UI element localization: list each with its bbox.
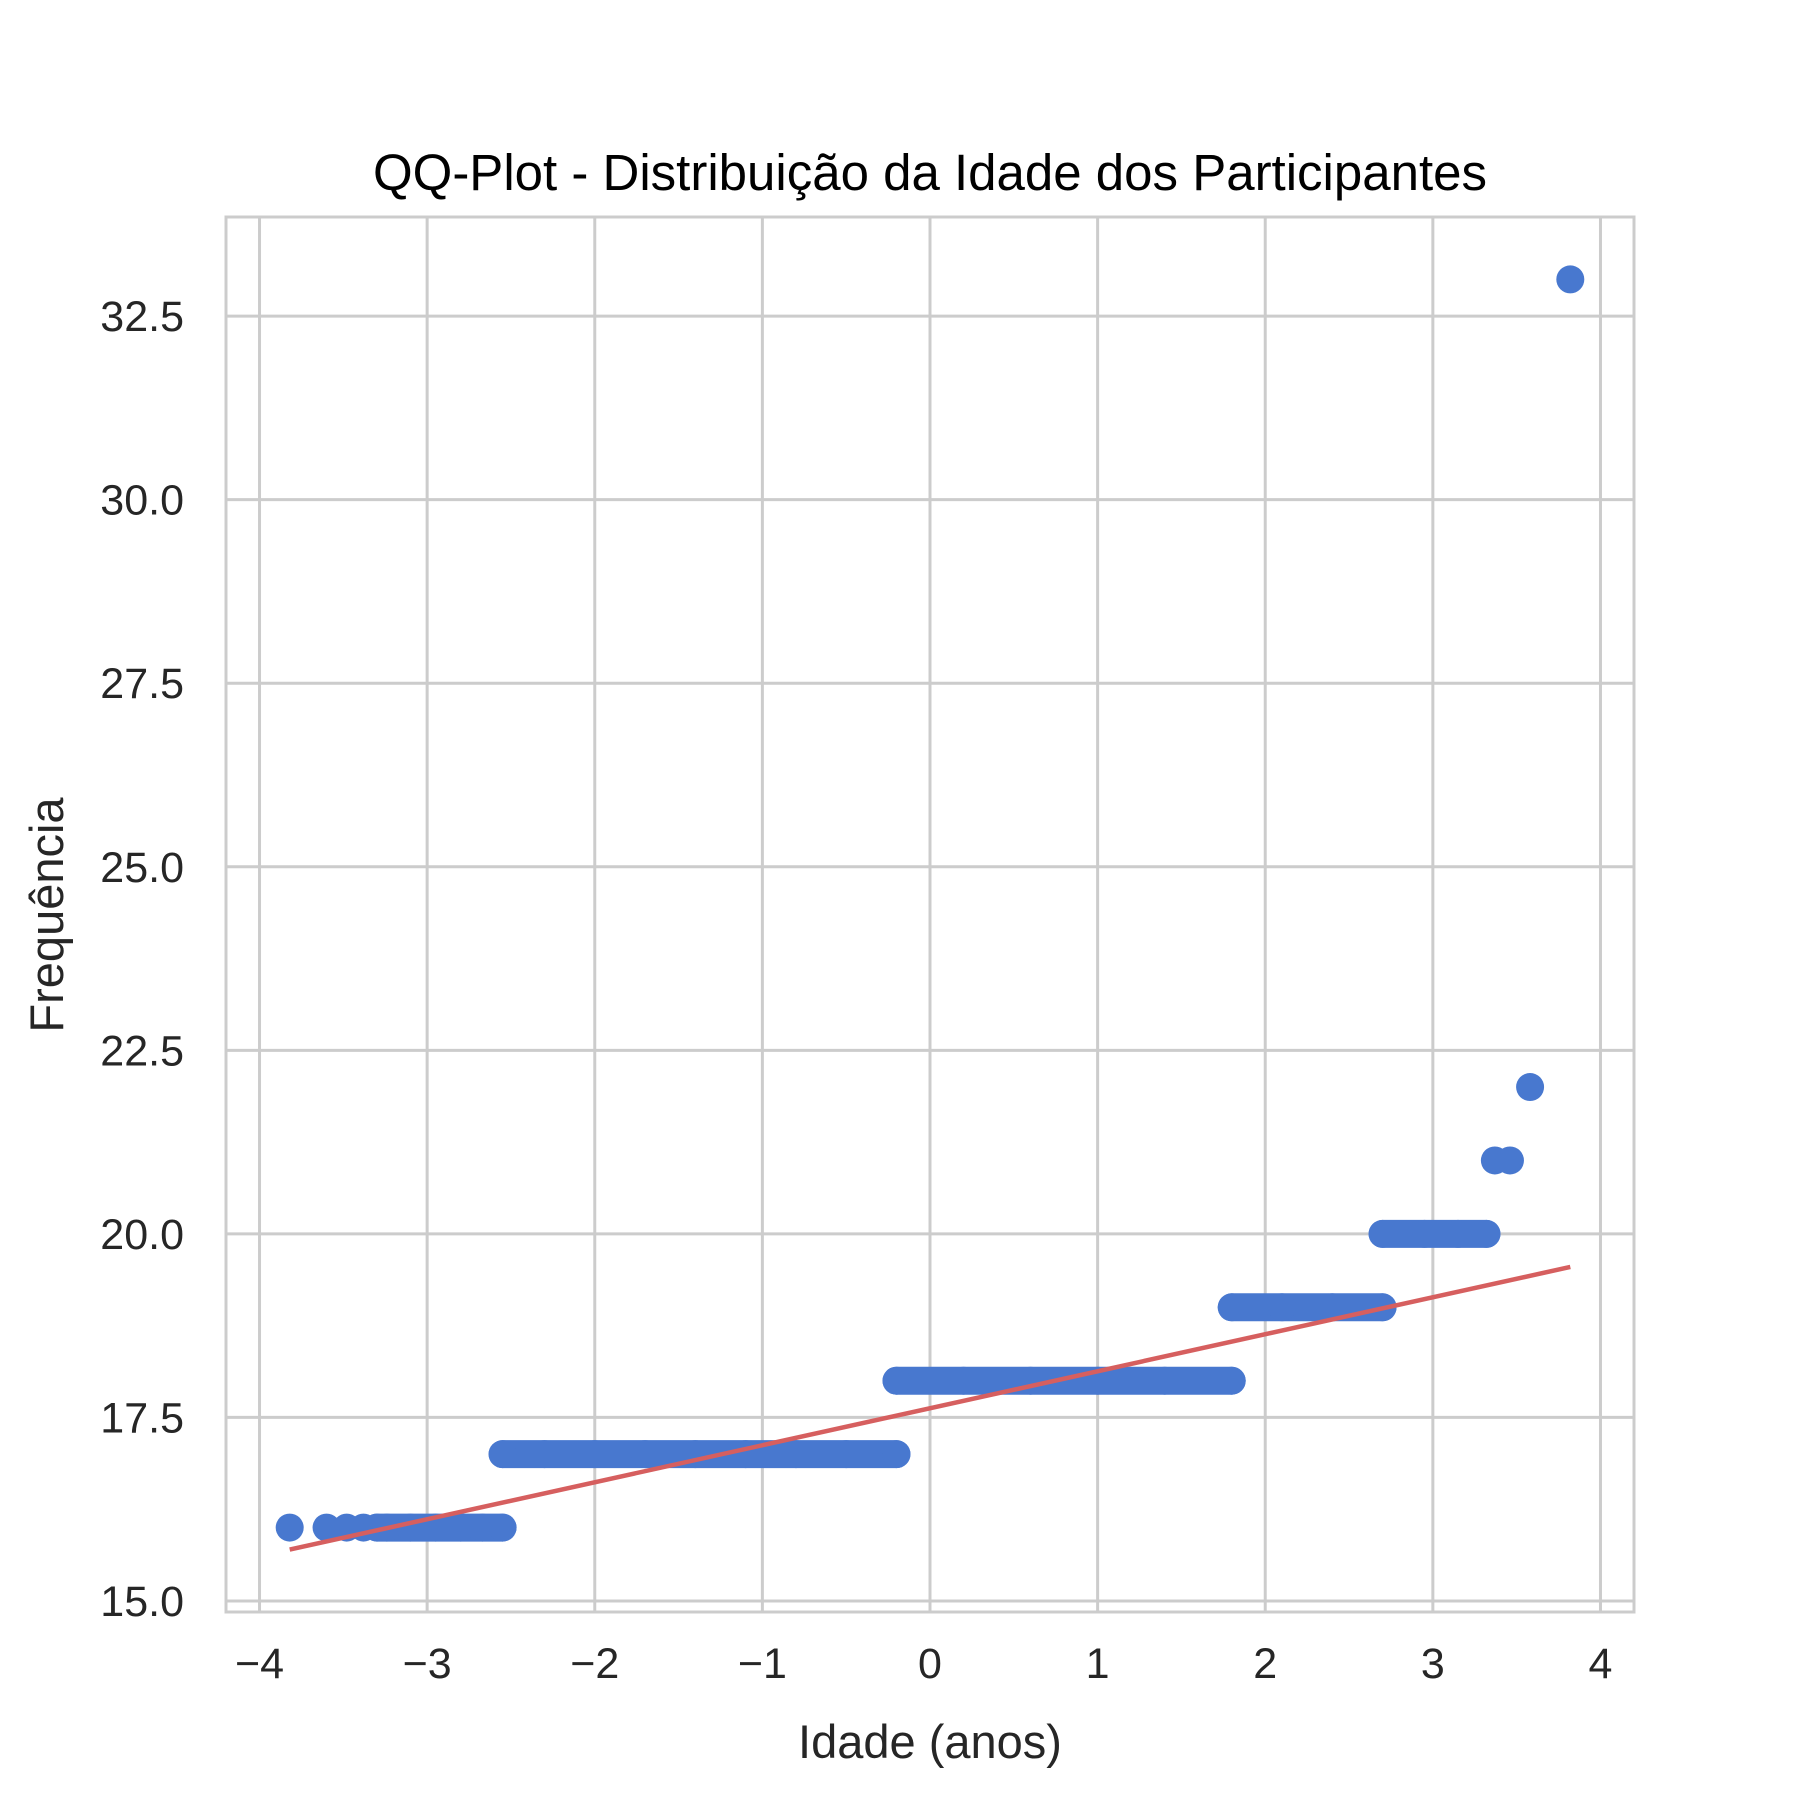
data-point	[1268, 1293, 1296, 1322]
data-point	[1368, 1219, 1397, 1248]
data-point	[312, 1513, 341, 1542]
data-point	[1556, 265, 1585, 294]
x-tick-label: −2	[570, 1640, 619, 1688]
data-point	[580, 1440, 609, 1469]
x-tick-labels: −4 −3 −2 −1 0 1 2 3 4	[235, 1640, 1612, 1688]
data-point	[882, 1440, 911, 1469]
data-point	[396, 1513, 425, 1542]
y-tick-label: 25.0	[100, 844, 184, 892]
y-tick-label: 17.5	[100, 1394, 184, 1442]
data-point	[1516, 1073, 1545, 1102]
x-tick-label: −1	[738, 1640, 787, 1688]
data-point	[1318, 1293, 1347, 1322]
data-point	[1495, 1146, 1524, 1175]
data-point	[488, 1513, 517, 1542]
y-tick-label: 30.0	[100, 477, 184, 525]
fit-line	[289, 1264, 1571, 1552]
data-point	[949, 1366, 978, 1395]
data-point	[781, 1440, 810, 1469]
data-point	[1410, 1219, 1439, 1248]
data-point	[882, 1366, 911, 1395]
y-axis-label: Frequência	[20, 797, 73, 1033]
data-point	[832, 1440, 861, 1469]
x-tick-label: 4	[1589, 1640, 1613, 1688]
data-point	[1444, 1219, 1472, 1248]
data-point	[1472, 1219, 1501, 1248]
x-tick-label: −4	[235, 1640, 284, 1688]
grid-lines	[226, 217, 1634, 1612]
data-point	[446, 1513, 475, 1542]
x-tick-label: 0	[918, 1640, 942, 1688]
data-point	[1150, 1366, 1179, 1395]
data-point	[275, 1513, 304, 1542]
y-tick-labels: 15.0 17.5 20.0 22.5 25.0 27.5 30.0 32.5	[100, 293, 184, 1626]
y-tick-label: 32.5	[100, 293, 184, 341]
x-tick-label: 3	[1421, 1640, 1445, 1688]
y-tick-label: 27.5	[100, 660, 184, 708]
y-tick-label: 15.0	[100, 1578, 184, 1626]
y-tick-label: 20.0	[100, 1211, 184, 1259]
data-point	[488, 1440, 517, 1469]
x-tick-label: 2	[1253, 1640, 1277, 1688]
fit-line-group	[289, 1264, 1571, 1552]
chart-title: QQ-Plot - Distribuição da Idade dos Part…	[373, 144, 1487, 201]
data-point	[1217, 1293, 1246, 1322]
data-point	[468, 1513, 497, 1542]
x-tick-label: 1	[1086, 1640, 1110, 1688]
data-point	[631, 1440, 660, 1469]
y-tick-label: 22.5	[100, 1027, 184, 1075]
data-point	[731, 1440, 760, 1469]
x-tick-label: −3	[403, 1640, 452, 1688]
data-point	[530, 1440, 559, 1469]
x-axis-label: Idade (anos)	[798, 1715, 1062, 1768]
plot-frame	[224, 215, 1636, 1614]
data-point	[1217, 1366, 1246, 1395]
